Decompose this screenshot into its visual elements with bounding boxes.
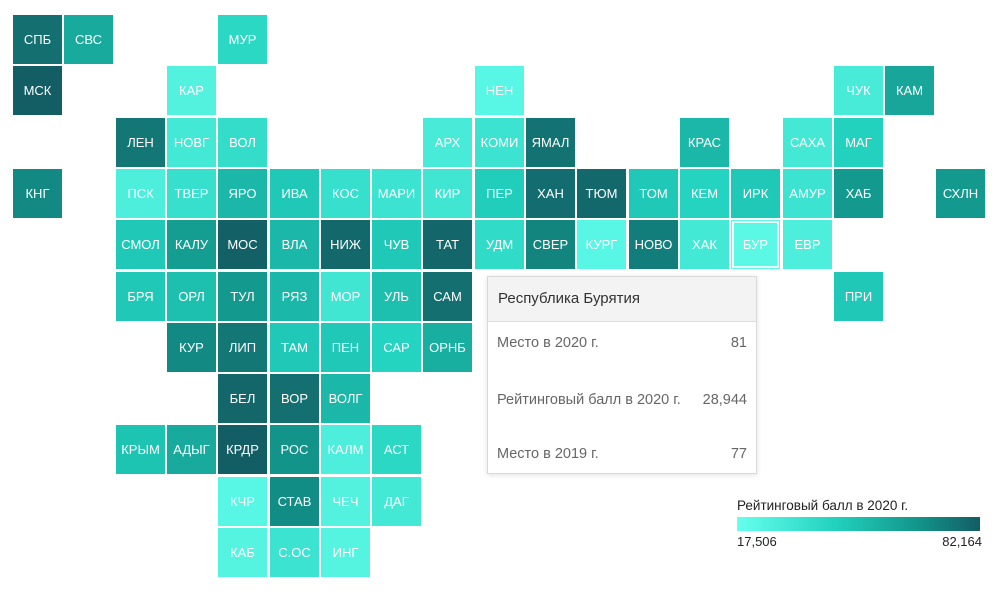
region-tile[interactable]: ЯМАЛ: [526, 118, 575, 167]
region-tile[interactable]: МАРИ: [372, 169, 421, 218]
region-tile[interactable]: АМУР: [783, 169, 832, 218]
region-tile[interactable]: КЧР: [218, 477, 267, 526]
region-tile[interactable]: ЕВР: [783, 220, 832, 269]
region-tile[interactable]: САР: [372, 323, 421, 372]
region-tile[interactable]: ЛИП: [218, 323, 267, 372]
region-tile[interactable]: ЛЕН: [116, 118, 165, 167]
tooltip-value: 81: [730, 335, 747, 351]
region-tile[interactable]: СПБ: [13, 15, 62, 64]
region-tile[interactable]: ТОМ: [629, 169, 678, 218]
region-tile[interactable]: СТАВ: [270, 477, 319, 526]
legend-title: Рейтинговый балл в 2020 г.: [737, 498, 909, 513]
region-tile[interactable]: МАГ: [834, 118, 883, 167]
region-tile[interactable]: ХАК: [680, 220, 729, 269]
region-tile[interactable]: ИВА: [270, 169, 319, 218]
region-tile[interactable]: УДМ: [475, 220, 524, 269]
region-tile[interactable]: КРДР: [218, 425, 267, 474]
region-tile[interactable]: НИЖ: [321, 220, 370, 269]
region-tile[interactable]: МОР: [321, 272, 370, 321]
tooltip-label: Место в 2020 г.: [497, 335, 599, 351]
region-tile[interactable]: КИР: [423, 169, 472, 218]
region-tile[interactable]: СХЛН: [936, 169, 985, 218]
legend-max-label: 82,164: [942, 534, 982, 549]
region-tile[interactable]: КРЫМ: [116, 425, 165, 474]
region-tile[interactable]: ВЛА: [270, 220, 319, 269]
region-tile[interactable]: ДАГ: [372, 477, 421, 526]
region-tile[interactable]: ВОЛГ: [321, 374, 370, 423]
region-tile[interactable]: НОВО: [629, 220, 678, 269]
color-legend: Рейтинговый балл в 2020 г. 17,506 82,164: [737, 498, 982, 549]
region-tile[interactable]: САХА: [783, 118, 832, 167]
region-tile[interactable]: ХАБ: [834, 169, 883, 218]
region-tile[interactable]: С.ОС: [270, 528, 319, 577]
region-tile[interactable]: САМ: [423, 272, 472, 321]
region-tile[interactable]: КУРГ: [577, 220, 626, 269]
region-tile[interactable]: СВЕР: [526, 220, 575, 269]
region-tile[interactable]: ТЮМ: [577, 169, 626, 218]
region-tooltip: Республика Бурятия Место в 2020 г. 81 Ре…: [487, 276, 757, 474]
tooltip-title: Республика Бурятия: [488, 277, 756, 322]
region-tile[interactable]: ВОЛ: [218, 118, 267, 167]
tooltip-value: 77: [730, 446, 747, 462]
region-tile[interactable]: ТАМ: [270, 323, 319, 372]
region-tile[interactable]: КРАС: [680, 118, 729, 167]
tooltip-row-rank-2019: Место в 2019 г. 77: [497, 442, 747, 467]
region-tile[interactable]: РЯЗ: [270, 272, 319, 321]
region-tile[interactable]: ЧУВ: [372, 220, 421, 269]
region-tile[interactable]: ТУЛ: [218, 272, 267, 321]
region-tile[interactable]: ИРК: [731, 169, 780, 218]
region-tile[interactable]: БЕЛ: [218, 374, 267, 423]
region-tile[interactable]: НЕН: [475, 66, 524, 115]
tooltip-value: 28,944: [702, 391, 747, 408]
region-tile[interactable]: КАЛУ: [167, 220, 216, 269]
region-tile[interactable]: ПСК: [116, 169, 165, 218]
region-tile[interactable]: УЛЬ: [372, 272, 421, 321]
region-tile[interactable]: МОС: [218, 220, 267, 269]
tooltip-row-score-2020: Рейтинговый балл в 2020 г. 28,944: [497, 375, 747, 425]
region-tile[interactable]: КАМ: [885, 66, 934, 115]
region-tile[interactable]: ТВЕР: [167, 169, 216, 218]
region-tile[interactable]: ЧЕЧ: [321, 477, 370, 526]
region-tile[interactable]: КОС: [321, 169, 370, 218]
region-tile[interactable]: ПРИ: [834, 272, 883, 321]
region-tile[interactable]: ХАН: [526, 169, 575, 218]
region-tile[interactable]: ТАТ: [423, 220, 472, 269]
region-tile[interactable]: СМОЛ: [116, 220, 165, 269]
region-tile[interactable]: КАР: [167, 66, 216, 115]
region-tile[interactable]: ВОР: [270, 374, 319, 423]
region-tile[interactable]: БУР: [731, 220, 780, 269]
legend-min-label: 17,506: [737, 534, 777, 549]
region-tile[interactable]: АСТ: [372, 425, 421, 474]
tooltip-label: Рейтинговый балл в 2020 г.: [497, 391, 681, 408]
region-tile[interactable]: КАБ: [218, 528, 267, 577]
region-tile[interactable]: ПЕН: [321, 323, 370, 372]
region-tile[interactable]: ЧУК: [834, 66, 883, 115]
region-tile[interactable]: КОМИ: [475, 118, 524, 167]
region-tile[interactable]: ЯРО: [218, 169, 267, 218]
region-tile[interactable]: ИНГ: [321, 528, 370, 577]
region-tile[interactable]: КНГ: [13, 169, 62, 218]
region-tile[interactable]: БРЯ: [116, 272, 165, 321]
tooltip-row-rank-2020: Место в 2020 г. 81: [497, 331, 747, 356]
region-tile[interactable]: ОРЛ: [167, 272, 216, 321]
legend-ticks: 17,506 82,164: [737, 534, 982, 549]
region-tile[interactable]: ОРНБ: [423, 323, 472, 372]
region-tile[interactable]: КУР: [167, 323, 216, 372]
region-tile[interactable]: МУР: [218, 15, 267, 64]
region-tile[interactable]: АРХ: [423, 118, 472, 167]
region-tile[interactable]: РОС: [270, 425, 319, 474]
region-tile[interactable]: МСК: [13, 66, 62, 115]
region-tile[interactable]: СВС: [64, 15, 113, 64]
legend-gradient-bar: [737, 517, 980, 531]
region-tile[interactable]: АДЫГ: [167, 425, 216, 474]
region-tile[interactable]: КЕМ: [680, 169, 729, 218]
tooltip-label: Место в 2019 г.: [497, 446, 599, 462]
region-tile[interactable]: НОВГ: [167, 118, 216, 167]
region-tile[interactable]: ПЕР: [475, 169, 524, 218]
region-tile[interactable]: КАЛМ: [321, 425, 370, 474]
